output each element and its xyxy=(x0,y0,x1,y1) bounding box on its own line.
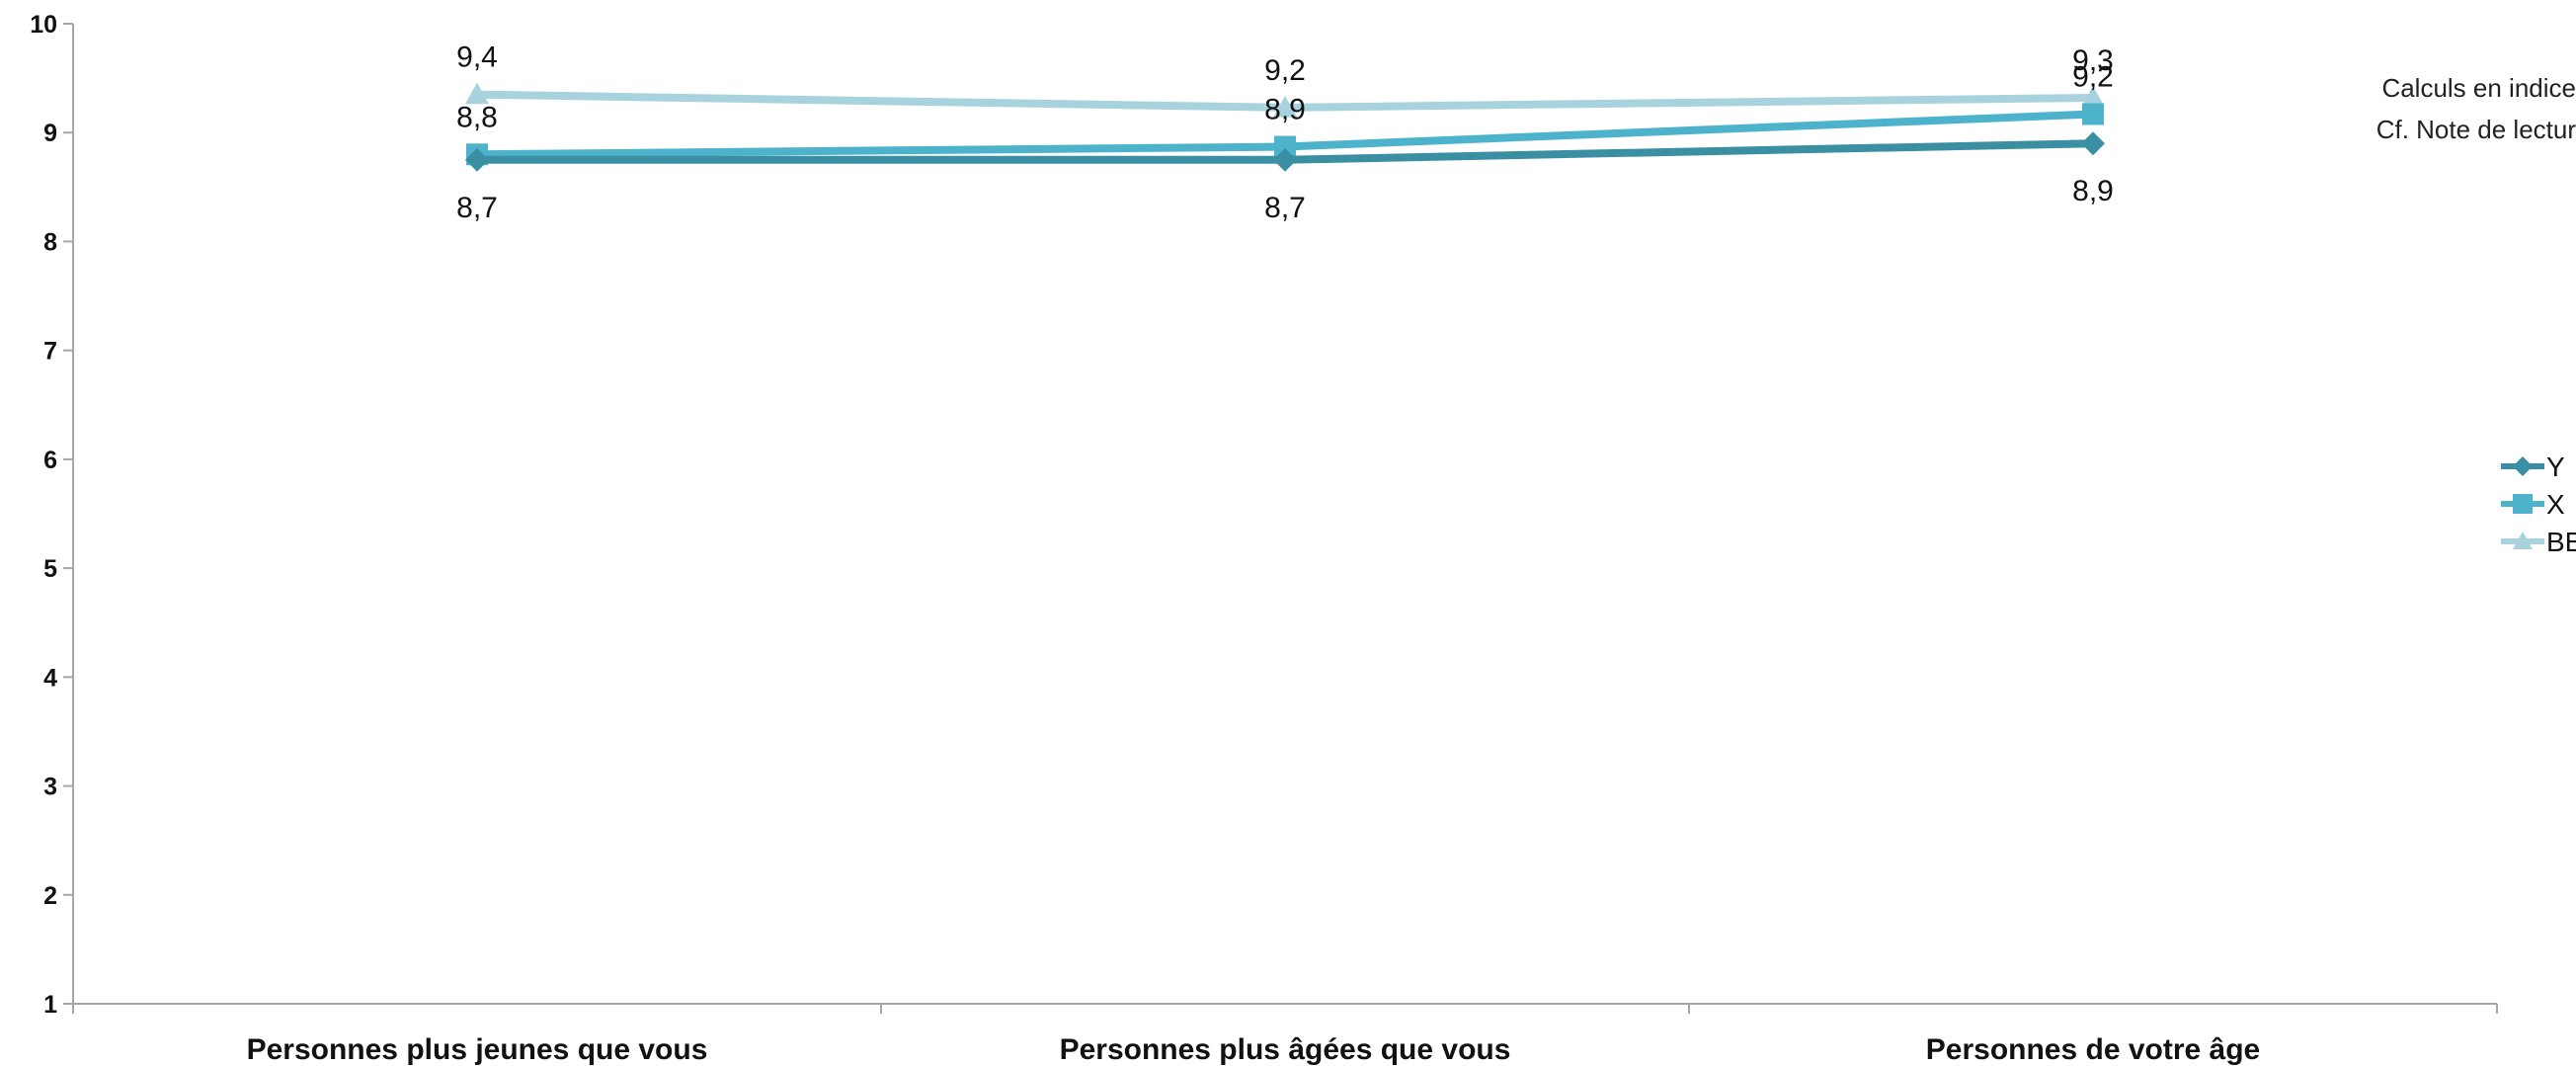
data-point-y xyxy=(1273,147,1297,172)
legend-label-be: BE xyxy=(2546,527,2576,557)
data-point-x xyxy=(1274,135,1296,158)
y-tick-label: 8 xyxy=(43,228,57,256)
x-category-label: Personnes plus jeunes que vous xyxy=(247,1033,708,1066)
chart-axes: 1 2 3 4 5 6 7 8 9 10 Personnes plus jeunes que vou… xyxy=(30,11,2498,1066)
data-label-y: 8,7 xyxy=(456,192,498,224)
data-point-be xyxy=(2081,85,2105,108)
data-label-x: 9,2 xyxy=(2072,60,2114,93)
chart-series xyxy=(465,82,2105,172)
y-tick-label: 1 xyxy=(43,991,57,1019)
data-point-x xyxy=(2082,103,2104,125)
data-label-x: 8,9 xyxy=(1264,94,1306,126)
data-point-be xyxy=(465,82,489,105)
data-label-y: 8,7 xyxy=(1264,192,1306,224)
legend-marker-y xyxy=(2513,456,2533,476)
data-label-x: 8,8 xyxy=(456,101,498,133)
y-tick-label: 10 xyxy=(30,11,57,39)
y-tick-label: 2 xyxy=(43,882,57,910)
legend-label-y: Y xyxy=(2546,451,2565,482)
legend-label-x: X xyxy=(2546,489,2565,520)
data-label-be: 9,3 xyxy=(2072,44,2114,77)
y-tick-label: 4 xyxy=(43,664,57,692)
y-tick-label: 3 xyxy=(43,774,57,801)
chart-legend: YX BE xyxy=(2501,451,2576,557)
chart-data-labels: 8,7 8,78,98,8 8,99,29,4 9,2 9,3 xyxy=(456,41,2114,224)
data-point-y xyxy=(2081,131,2105,156)
y-tick-label: 6 xyxy=(43,447,57,474)
data-point-be xyxy=(1273,95,1297,118)
y-tick-label: 7 xyxy=(43,338,57,366)
chart-note-reading: Cf. Note de lectur xyxy=(2375,115,2576,144)
y-tick-label: 5 xyxy=(43,555,57,583)
data-point-y xyxy=(465,147,489,172)
data-label-be: 9,2 xyxy=(1264,54,1306,87)
legend-marker-be xyxy=(2513,532,2533,549)
y-tick-label: 9 xyxy=(43,120,57,147)
data-label-y: 8,9 xyxy=(2072,175,2114,207)
legend-marker-x xyxy=(2513,494,2533,514)
data-label-be: 9,4 xyxy=(456,41,498,74)
x-category-label: Personnes de votre âge xyxy=(1926,1033,2260,1066)
chart-note-indices: Calculs en indice xyxy=(2381,73,2576,103)
x-category-label: Personnes plus âgées que vous xyxy=(1060,1033,1511,1066)
